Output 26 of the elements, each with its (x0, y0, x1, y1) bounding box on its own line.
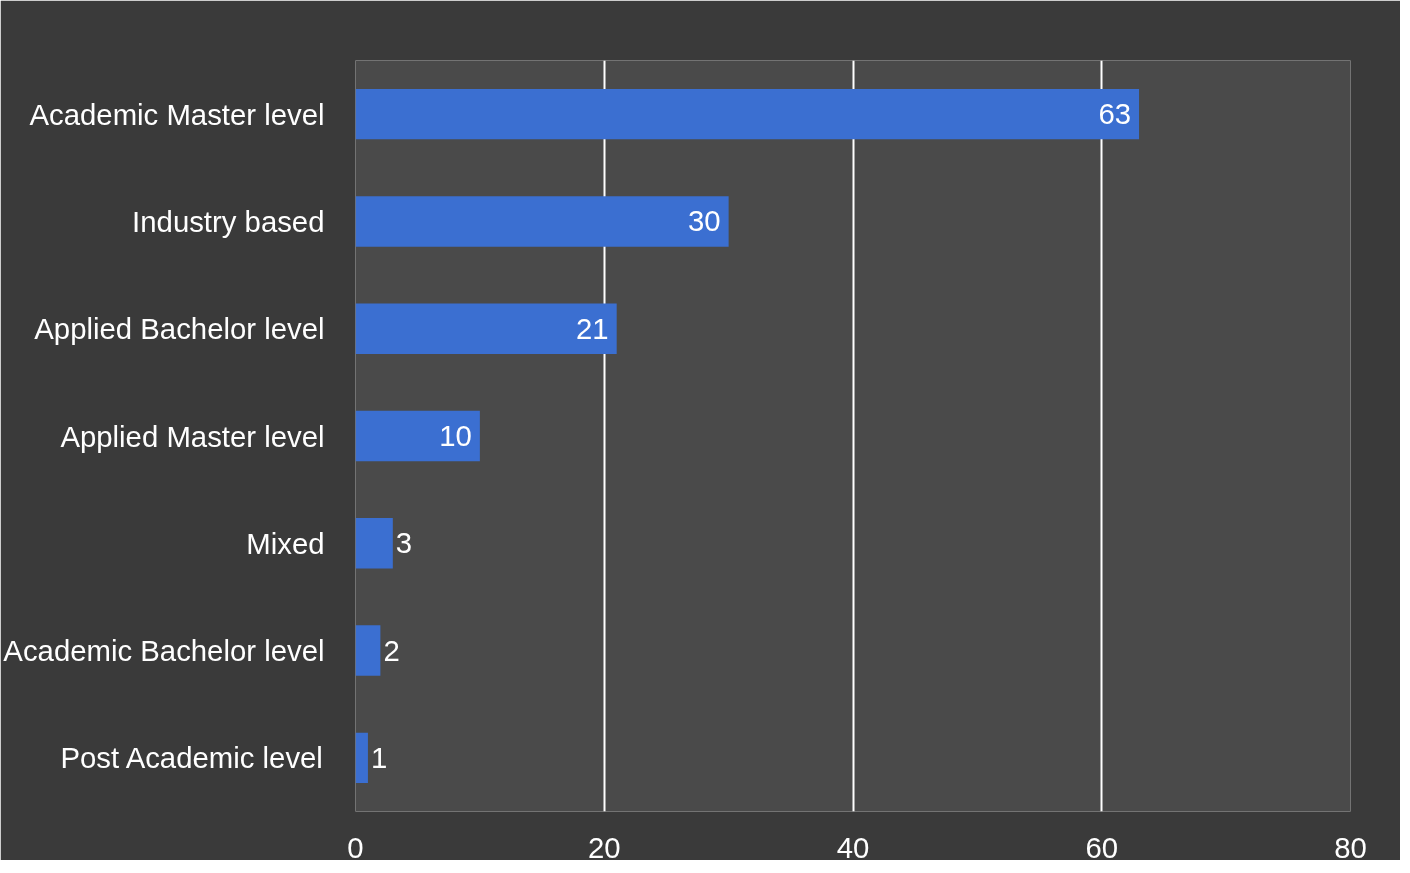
data-label: 10 (439, 419, 472, 452)
bar (355, 518, 393, 569)
data-label: 1 (370, 740, 388, 774)
y-tick-label: Applied Bachelor level (34, 312, 325, 346)
x-tick-label: 80 (1334, 830, 1367, 864)
bar (355, 625, 381, 676)
data-label: 21 (576, 311, 609, 345)
y-tick-label: Mixed (246, 526, 325, 560)
x-tick-label: 20 (587, 830, 621, 864)
y-tick-label: Applied Master level (60, 419, 325, 453)
data-label: 3 (395, 526, 413, 560)
x-tick-label: 60 (1085, 830, 1119, 864)
bar (355, 303, 617, 354)
data-label: 2 (383, 633, 400, 667)
y-tick-label: Post Academic level (60, 741, 323, 775)
y-tick-label: Academic Master level (29, 97, 325, 131)
x-tick-label: 0 (347, 830, 364, 864)
data-label: 30 (688, 204, 721, 238)
bar (355, 410, 480, 462)
y-tick-label: Industry based (132, 204, 325, 238)
data-label: 63 (1098, 97, 1132, 131)
bar (355, 88, 1140, 140)
bar (355, 196, 729, 247)
bar (355, 732, 368, 784)
x-tick-label: 40 (836, 830, 870, 864)
y-tick-label: Academic Bachelor level (3, 634, 325, 668)
